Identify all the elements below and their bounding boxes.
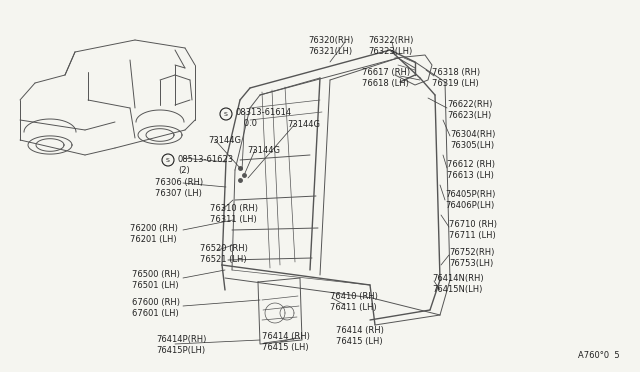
- Text: 76414N(RH)
76415N(LH): 76414N(RH) 76415N(LH): [432, 274, 484, 294]
- Text: 67600 (RH)
67601 (LH): 67600 (RH) 67601 (LH): [132, 298, 180, 318]
- Text: 08313-61614
   0.0: 08313-61614 0.0: [236, 108, 292, 128]
- Text: 73144G: 73144G: [208, 136, 241, 145]
- Text: 76612 (RH)
76613 (LH): 76612 (RH) 76613 (LH): [447, 160, 495, 180]
- Text: 73144G: 73144G: [287, 120, 320, 129]
- Text: 76410 (RH)
76411 (LH): 76410 (RH) 76411 (LH): [330, 292, 378, 312]
- Text: 76306 (RH)
76307 (LH): 76306 (RH) 76307 (LH): [155, 178, 203, 198]
- Text: A760°0  5: A760°0 5: [579, 351, 620, 360]
- Text: S: S: [166, 157, 170, 163]
- Text: 76622(RH)
76623(LH): 76622(RH) 76623(LH): [447, 100, 492, 120]
- Text: 76414 (RH)
76415 (LH): 76414 (RH) 76415 (LH): [336, 326, 384, 346]
- Text: 76752(RH)
76753(LH): 76752(RH) 76753(LH): [449, 248, 494, 268]
- Text: 76322(RH)
76323(LH): 76322(RH) 76323(LH): [368, 36, 413, 56]
- Text: 76710 (RH)
76711 (LH): 76710 (RH) 76711 (LH): [449, 220, 497, 240]
- Text: 76617 (RH)
76618 (LH): 76617 (RH) 76618 (LH): [362, 68, 410, 88]
- Text: 76414P(RH)
76415P(LH): 76414P(RH) 76415P(LH): [156, 335, 206, 355]
- Text: 76414 (RH)
76415 (LH): 76414 (RH) 76415 (LH): [262, 332, 310, 352]
- Text: 76500 (RH)
76501 (LH): 76500 (RH) 76501 (LH): [132, 270, 180, 290]
- Text: 76405P(RH)
76406P(LH): 76405P(RH) 76406P(LH): [445, 190, 495, 210]
- Text: S: S: [224, 112, 228, 116]
- Text: 76310 (RH)
76311 (LH): 76310 (RH) 76311 (LH): [210, 204, 258, 224]
- Text: 76520 (RH)
76521 (LH): 76520 (RH) 76521 (LH): [200, 244, 248, 264]
- Text: 08513-61623
(2): 08513-61623 (2): [178, 155, 234, 175]
- Text: 76200 (RH)
76201 (LH): 76200 (RH) 76201 (LH): [130, 224, 178, 244]
- Text: 73144G: 73144G: [247, 146, 280, 155]
- Text: 76304(RH)
76305(LH): 76304(RH) 76305(LH): [450, 130, 495, 150]
- Text: 76320(RH)
76321(LH): 76320(RH) 76321(LH): [308, 36, 353, 56]
- Text: 76318 (RH)
76319 (LH): 76318 (RH) 76319 (LH): [432, 68, 480, 88]
